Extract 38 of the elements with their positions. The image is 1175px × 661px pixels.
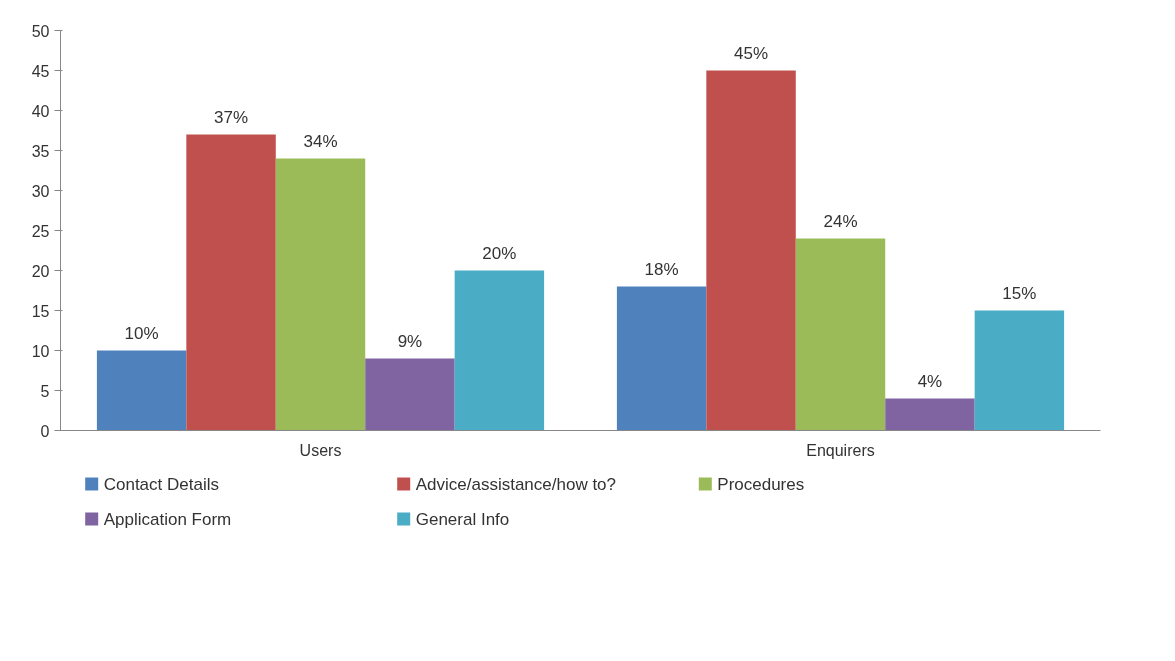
bar	[275, 158, 366, 431]
legend-label: Procedures	[717, 474, 805, 494]
bar	[96, 350, 187, 431]
data-label: 34%	[303, 131, 338, 151]
bar	[885, 398, 975, 431]
data-label: 9%	[397, 331, 423, 351]
y-tick-label: 30	[31, 182, 50, 200]
bar	[616, 286, 707, 431]
bar	[974, 310, 1065, 431]
y-tick-label: 50	[31, 22, 50, 40]
data-label: 37%	[214, 107, 249, 127]
y-tick-label: 20	[31, 262, 50, 280]
data-label: 45%	[734, 43, 769, 63]
data-label: 10%	[124, 323, 159, 343]
data-label: 15%	[1002, 283, 1037, 303]
bar	[454, 270, 545, 431]
data-label: 18%	[644, 259, 679, 279]
legend-label: Application Form	[103, 509, 232, 529]
y-tick-label: 40	[31, 102, 50, 120]
bar	[706, 70, 796, 431]
y-tick-label: 45	[31, 62, 50, 80]
data-label: 24%	[823, 211, 858, 231]
y-tick-label: 15	[31, 302, 50, 320]
y-tick-label: 5	[40, 382, 50, 400]
legend-label: Contact Details	[103, 474, 219, 494]
legend-label: General Info	[415, 509, 510, 529]
bar	[365, 358, 455, 431]
data-label: 4%	[917, 371, 943, 391]
y-tick-label: 10	[31, 342, 50, 360]
x-tick-label: Enquirers	[806, 441, 875, 459]
bar	[795, 238, 886, 431]
y-tick-label: 25	[31, 222, 50, 240]
bar	[186, 134, 276, 431]
x-tick-label: Users	[299, 441, 342, 459]
legend-label: Advice/assistance/how to?	[415, 474, 617, 494]
y-tick-label: 0	[40, 422, 50, 440]
y-tick-label: 35	[31, 142, 50, 160]
data-label: 20%	[482, 243, 517, 263]
